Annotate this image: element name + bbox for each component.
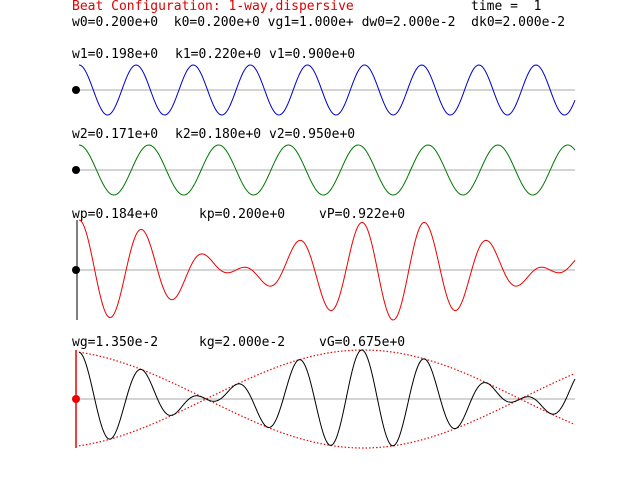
wave1-v-label: v1=0.900e+0: [269, 47, 356, 62]
wave2-v-label: v2=0.950e+0: [269, 127, 356, 142]
group-marker[interactable]: [72, 395, 80, 403]
wave2-panel: [72, 144, 576, 196]
wave2-k-label: k2=0.180e+0: [175, 127, 262, 142]
group-envelope-bottom: [78, 398, 576, 449]
group-v-label: vG=0.675e+0: [319, 335, 406, 350]
wave1-panel: [72, 64, 576, 116]
group-panel: [72, 349, 576, 449]
phase-marker[interactable]: [72, 266, 80, 274]
global-params: w0=0.200e+0 k0=0.200e+0 vg1=1.000e+ dw0=…: [72, 15, 566, 30]
wave2-w-label: w2=0.171e+0: [72, 127, 159, 142]
group-envelope-top: [78, 349, 576, 400]
wave2-curve: [78, 144, 576, 196]
wave2-marker[interactable]: [72, 166, 80, 174]
wave1-k-label: k1=0.220e+0: [175, 47, 262, 62]
group-k-label: kg=2.000e-2: [199, 335, 286, 350]
phase-w-label: wp=0.184e+0: [72, 207, 159, 222]
phase-curve: [78, 219, 576, 321]
wave1-marker[interactable]: [72, 86, 80, 94]
wave1-curve: [78, 64, 576, 116]
group-curve: [78, 349, 576, 447]
title: Beat Configuration: 1-way,dispersive: [72, 0, 354, 14]
wave1-w-label: w1=0.198e+0: [72, 47, 159, 62]
phase-k-label: kp=0.200e+0: [199, 207, 286, 222]
time-readout: time = 1: [471, 0, 542, 14]
group-w-label: wg=1.350e-2: [72, 335, 159, 350]
phase-v-label: vP=0.922e+0: [319, 207, 406, 222]
phase-panel: [72, 219, 576, 321]
